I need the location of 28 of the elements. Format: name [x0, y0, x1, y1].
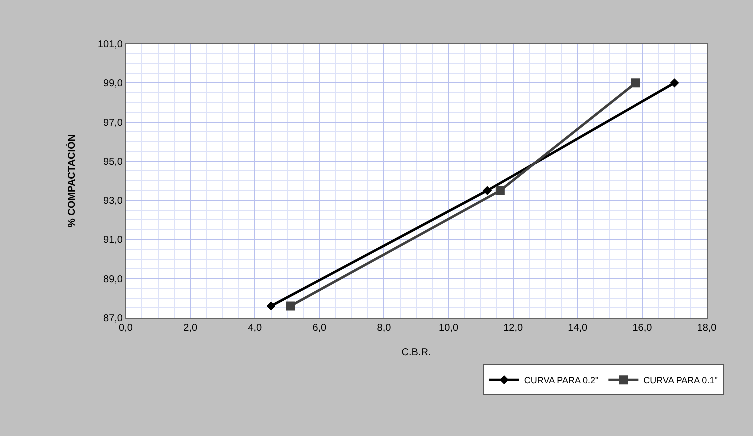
point [482, 186, 492, 196]
y-tick-label: 93,0 [104, 196, 124, 208]
x-tick-label: 8,0 [377, 323, 392, 334]
x-tick-label: 18,0 [697, 323, 718, 334]
y-tick-label: 95,0 [104, 156, 124, 168]
x-axis-title: C.B.R. [402, 348, 432, 358]
y-axis-title: % COMPACTACIÓN [66, 134, 78, 228]
y-tick-label: 89,0 [104, 274, 124, 286]
point [286, 302, 296, 311]
x-tick-label: 0,0 [119, 323, 134, 334]
x-tick-label: 16,0 [632, 323, 653, 334]
x-tick-label: 2,0 [184, 323, 198, 334]
point [496, 186, 505, 196]
point [266, 302, 276, 311]
y-tick-label: 91,0 [104, 235, 124, 246]
x-tick-label: 10,0 [439, 323, 459, 334]
point [670, 78, 680, 88]
y-tick-label: 97,0 [104, 118, 124, 129]
x-tick-label: 4,0 [248, 323, 262, 334]
y-tick-label: 87,0 [104, 314, 124, 324]
x-tick-label: 6,0 [312, 323, 328, 334]
y-tick-label: 101,0 [98, 40, 124, 50]
legend-label: CURVA PARA 0.2" [524, 376, 599, 386]
legend-label: CURVA PARA 0.1" [644, 376, 718, 386]
point [631, 78, 640, 88]
x-tick-label: 14,0 [568, 323, 588, 334]
y-tick-label: 99,0 [104, 78, 124, 90]
x-tick-label: 12,0 [504, 323, 524, 334]
